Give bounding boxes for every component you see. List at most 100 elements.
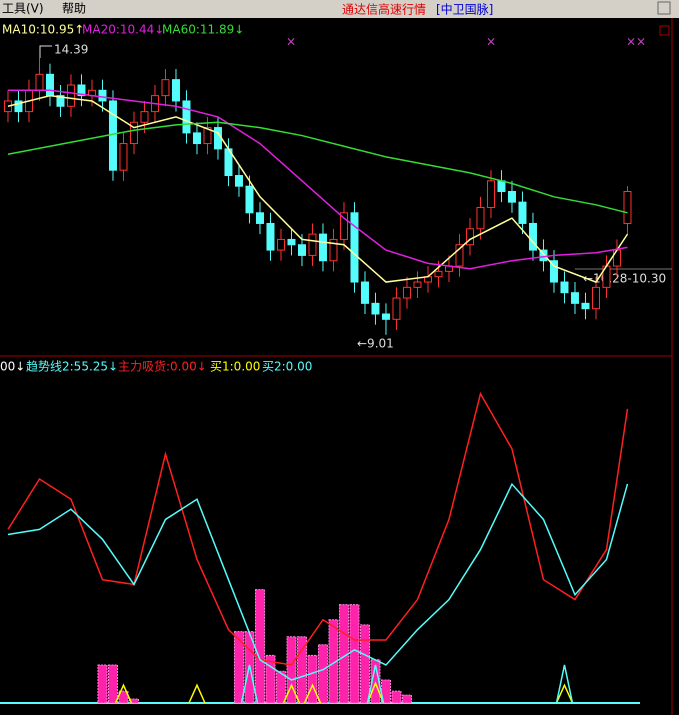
legend-entry: 趋势线2:55.25↓ (26, 360, 118, 374)
buy-signal (555, 664, 574, 704)
line-series (7, 482, 629, 681)
candle-body (371, 302, 380, 315)
buy-signal (366, 664, 385, 704)
bar (328, 619, 339, 704)
candle-body (329, 238, 338, 262)
candle-body (528, 222, 537, 251)
bar (307, 654, 318, 704)
legend-entry: MA10:10.95↑ (2, 23, 84, 37)
annotation: ←9.01 (357, 337, 394, 351)
annotation-leader (39, 45, 52, 58)
buy-signal (188, 683, 206, 704)
candle-body (129, 121, 138, 145)
bar (349, 604, 360, 704)
candle-body (161, 79, 170, 97)
bar (97, 664, 108, 704)
candle-body (56, 95, 65, 107)
bar (275, 670, 286, 704)
candle-body (476, 206, 485, 230)
candle-body (245, 185, 254, 214)
candle-body (402, 286, 411, 299)
bar (118, 690, 129, 704)
bar (254, 589, 265, 704)
buy-signal (366, 681, 385, 704)
candle-body (255, 212, 264, 224)
candle-body (455, 244, 464, 267)
candle-body (234, 175, 243, 187)
marker: × (286, 35, 296, 49)
candle-body (413, 281, 422, 288)
candle-body (339, 212, 348, 240)
bar (296, 636, 307, 704)
menu-bar (0, 0, 679, 18)
window-title: 通达信高速行情 (342, 2, 426, 17)
bar (265, 654, 276, 704)
legend-entry: MA60:11.89↓ (162, 23, 244, 37)
candle-body (77, 84, 86, 97)
bar (359, 624, 370, 704)
window-button[interactable] (657, 1, 671, 15)
candle-body (581, 302, 590, 310)
candle-body (140, 111, 149, 123)
menu-item[interactable]: 帮助 (62, 2, 86, 16)
candle-body (98, 89, 107, 102)
candle-body (45, 73, 54, 97)
bar (233, 631, 244, 704)
candle-body (549, 260, 558, 283)
candle-body (3, 100, 12, 113)
candle-body (570, 292, 579, 304)
candle-body (497, 180, 506, 192)
candle-body (203, 127, 212, 145)
candle-body (381, 313, 390, 320)
candle-body (182, 100, 191, 134)
candle-body (350, 212, 359, 283)
candle-body (66, 84, 75, 107)
candle-body (465, 228, 474, 246)
legend-entry: 买2:0.00 (262, 360, 312, 374)
security-name: [中卫国脉] (436, 2, 493, 17)
bar (317, 644, 328, 704)
candle-body (213, 127, 222, 150)
candle-body (486, 180, 495, 208)
candle-body (108, 100, 117, 171)
legend-entry: MA20:10.44↓ (82, 23, 164, 37)
candle-body (539, 249, 548, 262)
marker: × (486, 35, 496, 49)
candle-body (518, 201, 527, 224)
buy-signal (114, 683, 133, 704)
legend-entry: 买1:0.00 (210, 360, 260, 374)
bar (128, 698, 139, 704)
candle-body (392, 297, 401, 320)
buy-signal (282, 683, 301, 704)
candle-body (591, 286, 600, 310)
annotation: ←10.28-10.30 (583, 272, 666, 286)
candle-body (434, 270, 443, 278)
marker: × (636, 35, 646, 49)
legend-entry: 主力吸货:0.00↓ (118, 359, 207, 374)
candle-body (171, 79, 180, 102)
candle-body (297, 244, 306, 256)
candle-body (192, 132, 201, 145)
candle-body (266, 222, 275, 251)
menu-item[interactable]: 工具(V) (2, 2, 44, 16)
buy-signal (303, 683, 322, 704)
candle-body (560, 281, 569, 294)
line-series (7, 89, 628, 270)
line-series (7, 121, 628, 214)
buy-signal (555, 683, 574, 704)
candle-body (287, 238, 296, 246)
line-series (7, 94, 629, 283)
bar (391, 690, 402, 704)
candle-body (623, 190, 632, 224)
candle-body (276, 238, 285, 251)
annotation: 14.39 (54, 43, 88, 57)
panel-button[interactable] (659, 25, 670, 36)
bar (107, 664, 118, 704)
candle-body (318, 233, 327, 262)
candle-body (35, 73, 44, 91)
legend-entry: 00↓ (0, 360, 25, 374)
bar (401, 694, 412, 704)
candle-body (360, 281, 369, 304)
candle-body (14, 100, 23, 113)
